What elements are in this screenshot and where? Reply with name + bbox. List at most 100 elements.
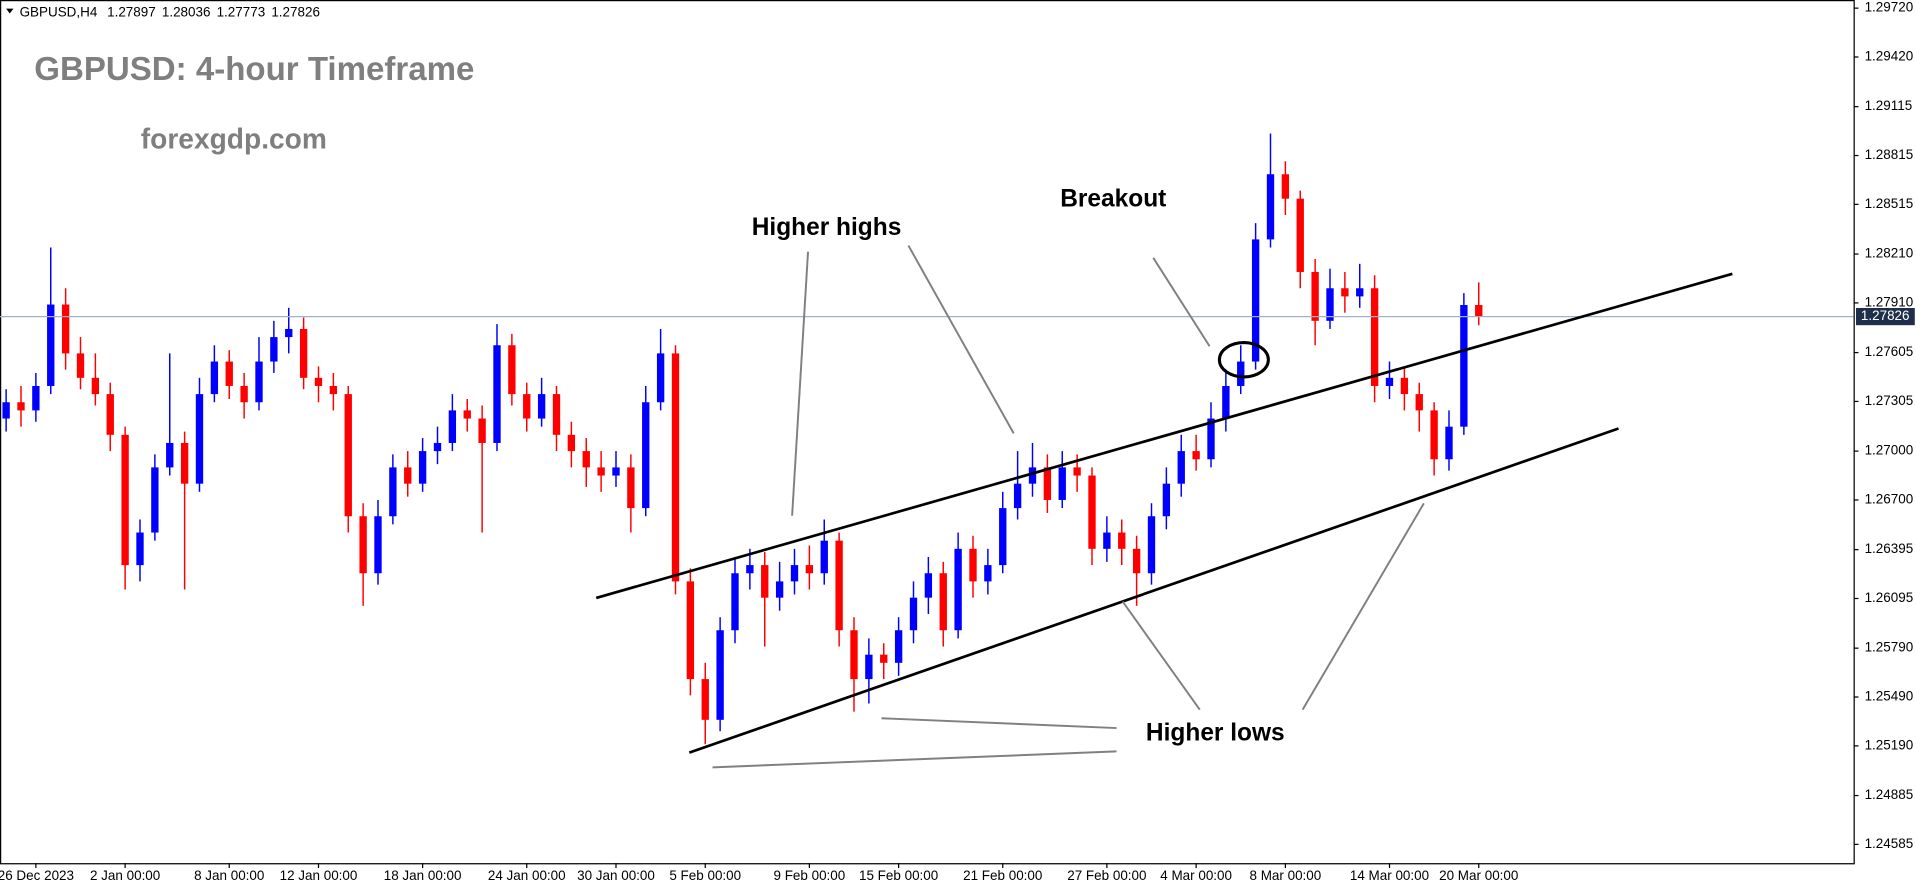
- candle-body: [1460, 305, 1468, 427]
- candle-body: [1430, 410, 1438, 460]
- candle-body: [508, 345, 516, 395]
- candle-body: [210, 361, 219, 395]
- y-tick-label: 1.29420: [1865, 49, 1914, 64]
- candle-body: [523, 394, 531, 419]
- x-tick-label: 8 Jan 00:00: [194, 868, 264, 883]
- y-tick-label: 1.26095: [1865, 590, 1914, 605]
- candle-body: [984, 565, 992, 582]
- candle-body: [1028, 467, 1037, 484]
- candle-body: [1445, 426, 1453, 460]
- candle-body: [924, 573, 933, 598]
- candle-body: [1356, 288, 1364, 297]
- annotation: Higher lows: [1146, 720, 1285, 747]
- pointer-line: [1121, 601, 1201, 711]
- candle-body: [1162, 483, 1171, 517]
- y-tick-label: 1.25790: [1865, 640, 1914, 655]
- candle-body: [314, 377, 323, 386]
- candle-body: [1326, 288, 1334, 321]
- candle-body: [1058, 467, 1066, 500]
- y-tick-label: 1.27605: [1865, 344, 1914, 359]
- candle-body: [642, 402, 650, 509]
- candle-body: [820, 540, 828, 574]
- y-tick-label: 1.24885: [1865, 787, 1914, 802]
- candle-body: [1043, 467, 1052, 500]
- candle-body: [1385, 377, 1394, 386]
- candle-body: [761, 565, 769, 598]
- plot-frame: [0, 0, 1855, 865]
- candle-body: [1013, 483, 1022, 509]
- candle-body: [627, 467, 635, 509]
- candle-body: [746, 565, 754, 574]
- candle-body: [106, 394, 114, 435]
- y-tick-label: 1.26700: [1865, 492, 1914, 507]
- candle-body: [299, 328, 308, 378]
- x-tick-label: 27 Feb 00:00: [1067, 868, 1146, 883]
- x-tick-label: 12 Jan 00:00: [280, 868, 358, 883]
- candle-body: [1073, 467, 1081, 476]
- candle-body: [329, 385, 338, 395]
- candle-body: [969, 548, 977, 582]
- candle-body: [1237, 361, 1245, 386]
- y-tick-label: 1.29720: [1865, 0, 1914, 15]
- candle-body: [180, 442, 189, 484]
- candle-body: [195, 394, 204, 484]
- annotation: Higher highs: [752, 214, 902, 241]
- candle-body: [731, 573, 739, 631]
- current-price-tag: [1856, 307, 1915, 326]
- candle-body: [671, 353, 680, 582]
- y-tick-label: 1.26395: [1865, 541, 1914, 556]
- candle-body: [374, 516, 382, 574]
- candle-body: [716, 630, 724, 720]
- candle-body: [1132, 548, 1141, 574]
- candle-body: [2, 402, 10, 419]
- x-tick-label: 5 Feb 00:00: [669, 868, 741, 883]
- candle-body: [359, 516, 367, 574]
- pointer-line: [1301, 502, 1425, 711]
- candle-body: [389, 467, 397, 517]
- y-tick-label: 1.28210: [1865, 246, 1914, 261]
- candle-body: [463, 410, 471, 419]
- x-tick-label: 8 Mar 00:00: [1249, 868, 1321, 883]
- candle-body: [939, 573, 947, 631]
- candle-body: [166, 442, 174, 468]
- candle-body: [537, 394, 546, 419]
- candle-body: [954, 548, 962, 631]
- annotation: Breakout: [1060, 186, 1166, 213]
- candle-body: [1207, 418, 1215, 460]
- candle-body: [1147, 516, 1156, 574]
- candle-body: [47, 304, 55, 386]
- candle-body: [1192, 451, 1200, 460]
- candle-body: [567, 434, 576, 452]
- candle-body: [686, 581, 695, 680]
- candle-body: [865, 654, 873, 680]
- x-tick-label: 15 Feb 00:00: [859, 868, 938, 883]
- x-tick-label: 20 Mar 00:00: [1439, 868, 1518, 883]
- open-value: 1.27897: [107, 4, 156, 19]
- breakout-circle: [1217, 341, 1270, 379]
- pointer-line: [907, 245, 1015, 434]
- symbol: GBPUSD,H4: [20, 4, 98, 19]
- y-tick-label: 1.28815: [1865, 147, 1914, 162]
- candle-body: [240, 385, 248, 403]
- candle-body: [552, 394, 561, 435]
- candle-body: [1251, 239, 1260, 362]
- candle-body: [790, 565, 799, 582]
- x-tick-label: 21 Feb 00:00: [963, 868, 1042, 883]
- candle-body: [136, 532, 144, 566]
- y-tick-label: 1.27305: [1865, 393, 1914, 408]
- x-tick-label: 26 Dec 2023: [0, 868, 74, 883]
- candle-body: [493, 345, 501, 443]
- candle-body: [32, 385, 40, 411]
- candle-body: [270, 337, 278, 362]
- y-tick-label: 1.24585: [1865, 836, 1914, 851]
- candle-body: [1475, 305, 1483, 317]
- close-value: 1.27826: [271, 4, 320, 19]
- candle-body: [344, 394, 352, 517]
- pointer-line: [881, 717, 1117, 730]
- candle-body: [418, 451, 427, 484]
- y-tick-label: 1.27000: [1865, 443, 1914, 458]
- candle-body: [880, 654, 888, 663]
- candle-body: [1341, 288, 1349, 297]
- candle-body: [835, 540, 843, 631]
